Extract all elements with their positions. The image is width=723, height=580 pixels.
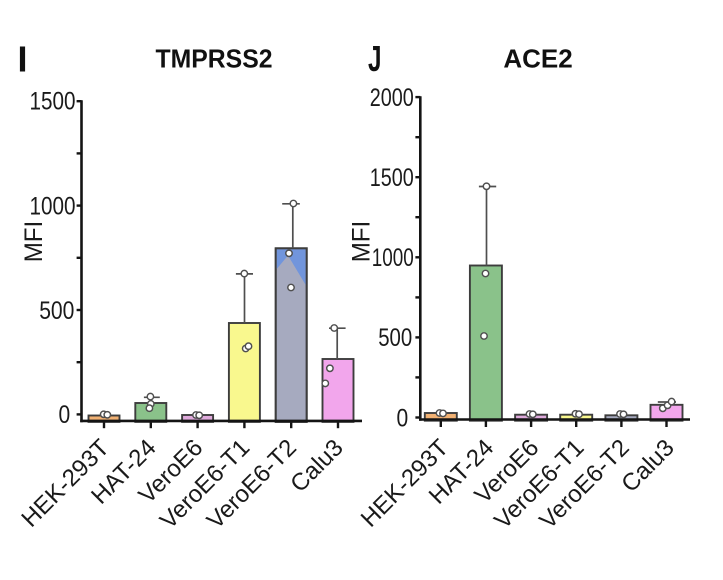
svg-text:J: J <box>368 38 382 79</box>
svg-text:MFI: MFI <box>348 221 376 263</box>
svg-text:1500: 1500 <box>370 164 414 192</box>
svg-text:0: 0 <box>59 401 71 429</box>
svg-text:ACE2: ACE2 <box>503 44 572 74</box>
svg-text:1000: 1000 <box>30 192 76 220</box>
svg-text:MFI: MFI <box>20 221 48 263</box>
svg-text:2000: 2000 <box>370 84 414 112</box>
svg-text:I: I <box>18 39 28 80</box>
svg-text:500: 500 <box>378 324 412 352</box>
svg-text:1000: 1000 <box>372 244 414 272</box>
svg-text:500: 500 <box>39 297 74 325</box>
svg-text:0: 0 <box>397 404 409 432</box>
svg-text:1500: 1500 <box>30 88 76 116</box>
svg-text:TMPRSS2: TMPRSS2 <box>156 44 273 74</box>
